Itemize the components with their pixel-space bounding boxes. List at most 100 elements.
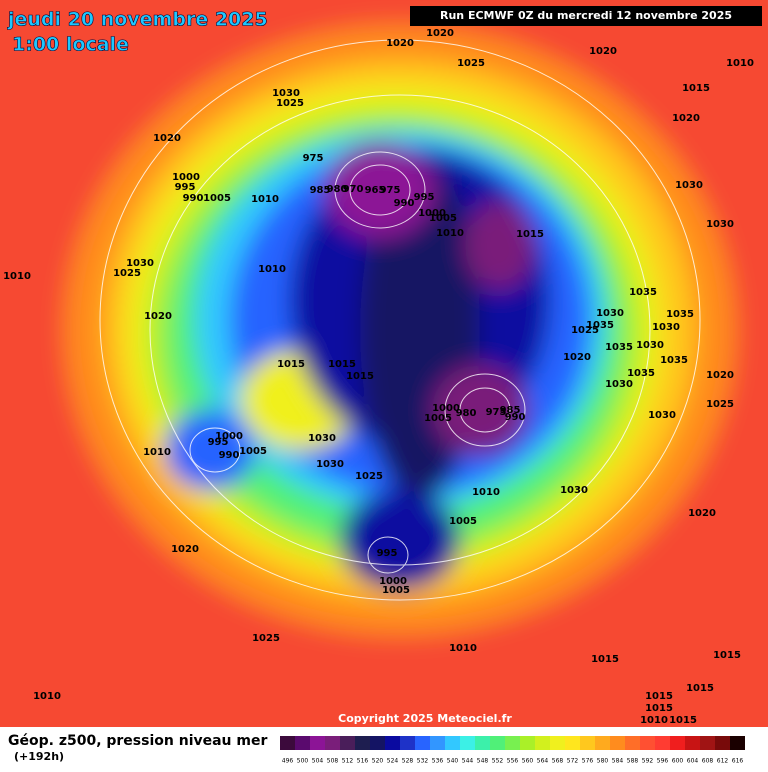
isobar-label: 1030 bbox=[596, 308, 624, 319]
colorbar-swatch bbox=[460, 736, 475, 750]
isobar-label: 990 bbox=[505, 412, 526, 423]
isobar-label: 1035 bbox=[627, 368, 655, 379]
isobar-label: 970 bbox=[343, 184, 364, 195]
isobar-label: 1010 bbox=[449, 643, 477, 654]
isobar-label: 1015 bbox=[645, 703, 673, 714]
colorbar-label: 528 bbox=[402, 758, 414, 765]
run-banner bbox=[410, 6, 762, 26]
colorbar-swatch bbox=[565, 736, 580, 750]
isobar-label: 1025 bbox=[457, 58, 485, 69]
isobar-label: 1020 bbox=[688, 508, 716, 519]
isobar-label: 1025 bbox=[252, 633, 280, 644]
colorbar-label: 540 bbox=[447, 758, 459, 765]
isobar-label: 1000 bbox=[215, 431, 243, 442]
isobar-label: 1010 bbox=[640, 715, 668, 726]
colorbar-swatch bbox=[325, 736, 340, 750]
isobar-label: 1020 bbox=[144, 311, 172, 322]
colorbar-swatch bbox=[685, 736, 700, 750]
isobar-label: 1015 bbox=[516, 229, 544, 240]
colorbar-label: 568 bbox=[552, 758, 564, 765]
colorbar-swatch bbox=[535, 736, 550, 750]
isobar-label: 1015 bbox=[346, 371, 374, 382]
isobar-label: 1030 bbox=[675, 180, 703, 191]
colorbar-swatch bbox=[655, 736, 670, 750]
isobar-label: 1010 bbox=[251, 194, 279, 205]
colorbar-swatch bbox=[505, 736, 520, 750]
isobar-label: 995 bbox=[175, 182, 196, 193]
isobar-label: 1015 bbox=[591, 654, 619, 665]
isobar-label: 1035 bbox=[666, 309, 694, 320]
isobar-label: 1030 bbox=[126, 258, 154, 269]
colorbar-label: 584 bbox=[612, 758, 624, 765]
isobar-label: 1035 bbox=[586, 320, 614, 331]
isobar-label: 1020 bbox=[672, 113, 700, 124]
colorbar-swatch bbox=[400, 736, 415, 750]
isobar-label: 1000 bbox=[172, 172, 200, 183]
isobar-label: 1020 bbox=[589, 46, 617, 57]
isobar-label: 985 bbox=[310, 185, 331, 196]
isobar-label: 1030 bbox=[648, 410, 676, 421]
run-text: Run ECMWF 0Z du mercredi 12 novembre 202… bbox=[440, 9, 732, 22]
colorbar-label: 612 bbox=[717, 758, 729, 765]
isobar-label: 1005 bbox=[429, 213, 457, 224]
colorbar-swatch bbox=[385, 736, 400, 750]
colorbar-swatch bbox=[295, 736, 310, 750]
isobar-label: 1020 bbox=[386, 38, 414, 49]
isobar-label: 1030 bbox=[652, 322, 680, 333]
isobar-label: 1010 bbox=[258, 264, 286, 275]
isobar-label: 1030 bbox=[636, 340, 664, 351]
isobar-label: 1005 bbox=[239, 446, 267, 457]
isobar-label: 1010 bbox=[143, 447, 171, 458]
colorbar-label: 496 bbox=[282, 758, 294, 765]
colorbar-swatch bbox=[445, 736, 460, 750]
isobar-label: 1020 bbox=[171, 544, 199, 555]
colorbar-swatch bbox=[415, 736, 430, 750]
colorbar-label: 560 bbox=[522, 758, 534, 765]
isobar-label: 1005 bbox=[424, 413, 452, 424]
isobar-label: 1010 bbox=[472, 487, 500, 498]
isobar-label: 1000 bbox=[418, 208, 446, 219]
isobar-label: 1015 bbox=[277, 359, 305, 370]
time-title: 1:00 locale bbox=[12, 34, 129, 56]
isobar-label: 1005 bbox=[203, 193, 231, 204]
colorbar: 496 500 504 508 512 516 520 524 528 532 536 540 544 5… bbox=[280, 736, 745, 765]
isobar-label: 1030 bbox=[560, 485, 588, 496]
colorbar-swatch bbox=[670, 736, 685, 750]
isobar-label: 1030 bbox=[605, 379, 633, 390]
isobar-label: 1015 bbox=[328, 359, 356, 370]
colorbar-label: 556 bbox=[507, 758, 519, 765]
isobar-label: 1010 bbox=[3, 271, 31, 282]
colorbar-swatch bbox=[700, 736, 715, 750]
isobar-label: 990 bbox=[219, 450, 240, 461]
colorbar-swatch bbox=[625, 736, 640, 750]
isobar-label: 1035 bbox=[605, 342, 633, 353]
isobar-label: 1035 bbox=[629, 287, 657, 298]
isobar-label: 1025 bbox=[276, 98, 304, 109]
colorbar-label: 604 bbox=[687, 758, 699, 765]
colorbar-swatch bbox=[370, 736, 385, 750]
colorbar-label: 580 bbox=[597, 758, 609, 765]
isobar-label: 1015 bbox=[669, 715, 697, 726]
isobar-label: 980 bbox=[456, 408, 477, 419]
colorbar-label: 500 bbox=[297, 758, 309, 765]
isobars bbox=[99, 39, 701, 601]
colorbar-swatch bbox=[550, 736, 565, 750]
colorbar-label: 576 bbox=[582, 758, 594, 765]
colorbar-swatch bbox=[730, 736, 745, 750]
colorbar-label: 516 bbox=[357, 758, 369, 765]
colorbar-swatch bbox=[640, 736, 655, 750]
colorbar-label: 600 bbox=[672, 758, 684, 765]
isobar-label: 1010 bbox=[436, 228, 464, 239]
isobar-label: 975 bbox=[380, 185, 401, 196]
isobar-label: 980 bbox=[327, 184, 348, 195]
colorbar-swatch bbox=[310, 736, 325, 750]
isobar-label: 975 bbox=[486, 407, 507, 418]
colorbar-label: 504 bbox=[312, 758, 324, 765]
colorbar-label: 524 bbox=[387, 758, 399, 765]
isobar-label: 1025 bbox=[706, 399, 734, 410]
isobar-label: 985 bbox=[500, 405, 521, 416]
footer-title: Géop. z500, pression niveau mer bbox=[8, 733, 267, 749]
colorbar-label: 564 bbox=[537, 758, 549, 765]
isobar-label: 1015 bbox=[686, 683, 714, 694]
